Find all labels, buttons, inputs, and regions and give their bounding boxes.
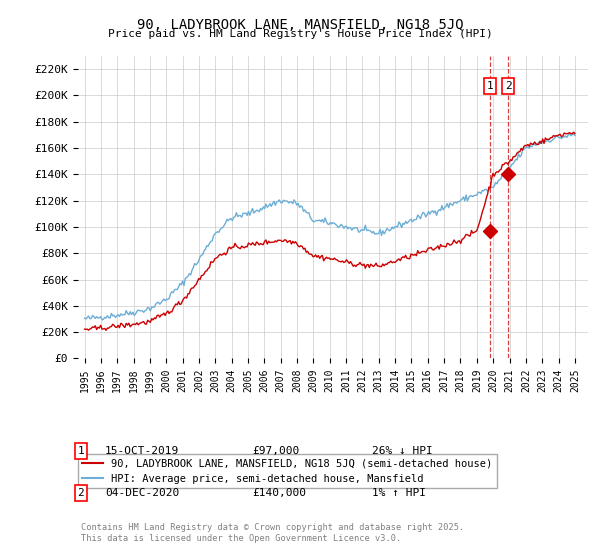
Text: 2: 2 (77, 488, 85, 498)
Text: 26% ↓ HPI: 26% ↓ HPI (372, 446, 433, 456)
Legend: 90, LADYBROOK LANE, MANSFIELD, NG18 5JQ (semi-detached house), HPI: Average pric: 90, LADYBROOK LANE, MANSFIELD, NG18 5JQ … (78, 454, 497, 488)
Text: 2: 2 (505, 81, 512, 91)
Text: 04-DEC-2020: 04-DEC-2020 (105, 488, 179, 498)
Text: Price paid vs. HM Land Registry's House Price Index (HPI): Price paid vs. HM Land Registry's House … (107, 29, 493, 39)
Text: £97,000: £97,000 (252, 446, 299, 456)
Text: 1: 1 (77, 446, 85, 456)
Text: Contains HM Land Registry data © Crown copyright and database right 2025.
This d: Contains HM Land Registry data © Crown c… (81, 524, 464, 543)
Text: 1% ↑ HPI: 1% ↑ HPI (372, 488, 426, 498)
Text: £140,000: £140,000 (252, 488, 306, 498)
Text: 1: 1 (487, 81, 493, 91)
Text: 90, LADYBROOK LANE, MANSFIELD, NG18 5JQ: 90, LADYBROOK LANE, MANSFIELD, NG18 5JQ (137, 18, 463, 32)
Text: 15-OCT-2019: 15-OCT-2019 (105, 446, 179, 456)
